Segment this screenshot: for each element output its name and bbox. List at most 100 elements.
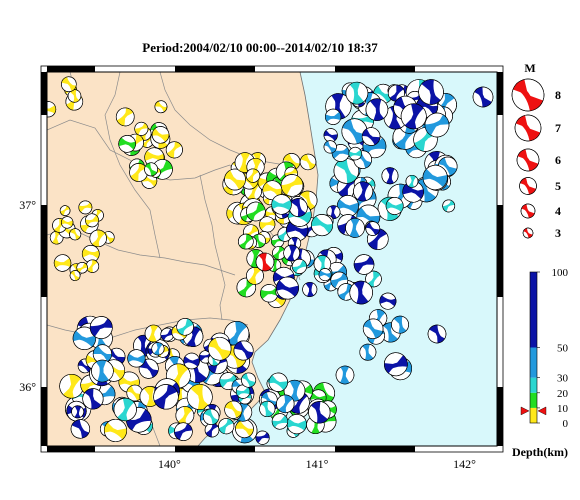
mainshock-focal-mechanism	[255, 252, 275, 272]
focal-mechanism	[69, 228, 82, 241]
depth-marker-left	[520, 406, 530, 416]
focal-mechanism	[61, 216, 74, 229]
focal-mechanism	[349, 280, 373, 305]
earthquake-symbols	[47, 76, 494, 445]
focal-mechanism	[385, 197, 404, 215]
focal-mechanism	[361, 127, 381, 146]
focal-mechanism	[241, 372, 257, 388]
focal-mechanism	[353, 254, 375, 275]
lon-tick-label: 141°	[306, 457, 329, 471]
focal-mechanism	[345, 217, 365, 238]
lon-tick-label: 142°	[453, 457, 476, 471]
lat-tick-label: 36°	[19, 380, 36, 394]
focal-mechanism	[103, 418, 128, 443]
depth-tick-label: 0	[563, 418, 569, 430]
focal-mechanism	[67, 89, 82, 103]
lat-tick-label: 37°	[19, 198, 36, 212]
depth-tick-label: 100	[552, 267, 569, 279]
focal-mechanism	[335, 365, 355, 385]
focal-mechanism	[323, 140, 337, 154]
depth-tick-label: 20	[557, 388, 569, 400]
focal-mechanism	[92, 344, 112, 364]
focal-mechanism	[318, 268, 332, 282]
depth-band	[530, 377, 537, 393]
focal-mechanism	[82, 388, 104, 410]
focal-mechanism	[174, 422, 193, 441]
depth-marker-right	[537, 406, 547, 416]
focal-mechanism	[72, 326, 97, 351]
focal-mechanism	[176, 317, 194, 336]
focal-mechanism	[129, 163, 148, 182]
focal-mechanism	[262, 180, 283, 201]
depth-band	[530, 347, 537, 378]
focal-mechanism	[245, 168, 261, 183]
focal-mechanism	[224, 400, 243, 419]
focal-mechanism	[89, 316, 113, 339]
magnitude-legend-symbol	[519, 177, 537, 195]
focal-mechanism	[218, 418, 235, 435]
focal-mechanism	[204, 422, 220, 438]
focal-mechanism	[233, 340, 254, 361]
focal-mechanism	[89, 229, 107, 248]
magnitude-legend-label: 4	[555, 204, 561, 218]
focal-mechanism	[85, 213, 99, 228]
depth-tick-label: 10	[557, 403, 569, 415]
focal-mechanism	[341, 118, 368, 145]
focal-mechanism	[144, 147, 165, 168]
focal-mechanism	[330, 271, 349, 290]
magnitude-legend-label: 3	[555, 226, 561, 240]
map-title: Period:2004/02/10 00:00--2014/02/10 18:3…	[142, 40, 378, 55]
focal-mechanism	[383, 352, 408, 377]
focal-mechanism	[286, 414, 307, 435]
focal-mechanism	[134, 121, 149, 136]
focal-mechanism	[362, 318, 384, 339]
map-frame	[40, 65, 504, 453]
focal-mechanism	[154, 100, 168, 114]
depth-tick-label: 50	[557, 343, 569, 355]
focal-mechanism	[127, 349, 146, 368]
focal-mechanism	[427, 324, 447, 344]
focal-mechanism	[405, 174, 419, 188]
focal-mechanism	[53, 254, 72, 272]
depth-band	[530, 407, 537, 423]
focal-mechanism	[272, 246, 286, 260]
focal-mechanism	[345, 81, 369, 105]
magnitude-legend-title: M	[524, 61, 535, 75]
focal-mechanism	[59, 373, 84, 399]
focal-mechanism	[76, 261, 88, 274]
magnitude-legend: M 8 7 6 5 4 3	[511, 61, 561, 240]
focal-mechanism	[325, 108, 342, 125]
prefecture-boundary	[47, 227, 236, 276]
focal-mechanism	[255, 430, 270, 445]
focal-mechanism	[365, 221, 381, 236]
magnitude-legend-symbol	[520, 203, 536, 219]
focal-mechanism	[336, 195, 359, 217]
focal-mechanism	[276, 276, 299, 300]
focal-mechanism	[442, 199, 456, 213]
focal-mechanism	[271, 194, 292, 215]
depth-tick-label: 30	[557, 373, 569, 385]
focal-mechanism	[224, 168, 246, 191]
depth-band	[530, 392, 537, 408]
focal-mechanism	[246, 201, 266, 222]
focal-mechanism	[381, 167, 399, 185]
focal-mechanism	[118, 135, 136, 153]
focal-mechanism	[379, 292, 397, 310]
magnitude-legend-label: 6	[555, 153, 561, 167]
focal-mechanism	[207, 336, 232, 361]
focal-mechanism	[283, 244, 300, 262]
focal-mechanism	[367, 228, 389, 250]
depth-scale-title: Depth(km)	[512, 445, 568, 459]
focal-mechanism	[391, 315, 409, 334]
focal-mechanism	[115, 107, 135, 127]
focal-mechanism	[238, 233, 254, 250]
magnitude-legend-label: 8	[555, 88, 561, 102]
focal-mechanism	[153, 384, 179, 410]
focal-mechanism	[202, 408, 220, 425]
magnitude-legend-symbol	[516, 148, 540, 172]
focal-mechanism	[359, 343, 377, 361]
focal-mechanism	[400, 103, 427, 130]
focal-mechanism	[85, 259, 100, 273]
focal-mechanism	[144, 162, 158, 177]
magnitude-legend-label: 7	[555, 121, 561, 135]
